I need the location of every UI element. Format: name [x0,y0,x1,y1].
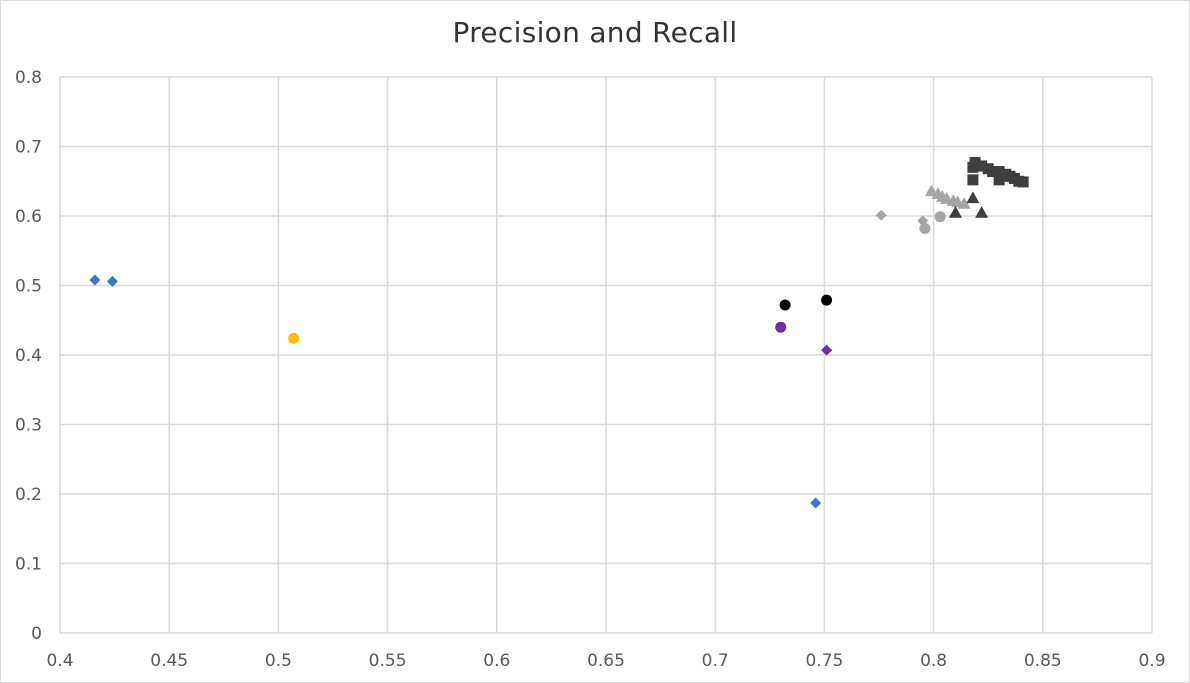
data-point [779,299,791,311]
data-point [821,344,833,356]
x-tick-label: 0.6 [483,651,510,671]
y-tick-label: 0.1 [15,555,42,575]
x-tick-label: 0.4 [46,651,73,671]
data-point [875,209,887,221]
data-point [957,196,971,209]
x-tick-label: 0.9 [1138,651,1165,671]
data-point [993,166,1005,178]
data-point [976,160,988,172]
data-point [987,166,999,178]
tick-labels: 0.4 0.45 0.5 0.55 0.6 0.65 0.7 0.75 0.8 0.85 0.900… [15,68,1166,671]
y-tick-label: 0.6 [15,207,42,227]
data-point [969,156,981,168]
data-point [934,211,946,223]
y-tick-label: 0.4 [15,346,42,366]
y-tick-label: 0.5 [15,277,42,297]
data-point [810,497,822,509]
y-tick-label: 0.2 [15,485,42,505]
y-tick-label: 0 [31,624,42,644]
x-tick-label: 0.45 [150,651,188,671]
data-point [975,206,989,218]
data-points [89,156,1029,509]
data-point [821,294,833,306]
x-tick-label: 0.65 [587,651,625,671]
grid-layer [59,76,1153,634]
y-tick-label: 0.7 [15,138,42,158]
y-tick-label: 0.8 [15,68,42,88]
data-point [967,174,979,186]
x-tick-label: 0.75 [805,651,843,671]
data-point [1017,176,1029,188]
y-tick-label: 0.3 [15,416,42,436]
data-point [919,223,931,235]
x-tick-label: 0.8 [920,651,947,671]
data-point [993,174,1005,186]
x-tick-label: 0.7 [702,651,729,671]
data-point [948,206,962,218]
x-tick-label: 0.55 [369,651,407,671]
data-point [966,191,980,204]
data-point [288,332,300,344]
x-tick-label: 0.5 [265,651,292,671]
data-point [89,274,101,286]
data-point [106,275,118,287]
x-tick-label: 0.85 [1024,651,1062,671]
data-point [775,321,787,333]
chart-title: Precision and Recall [452,16,738,49]
